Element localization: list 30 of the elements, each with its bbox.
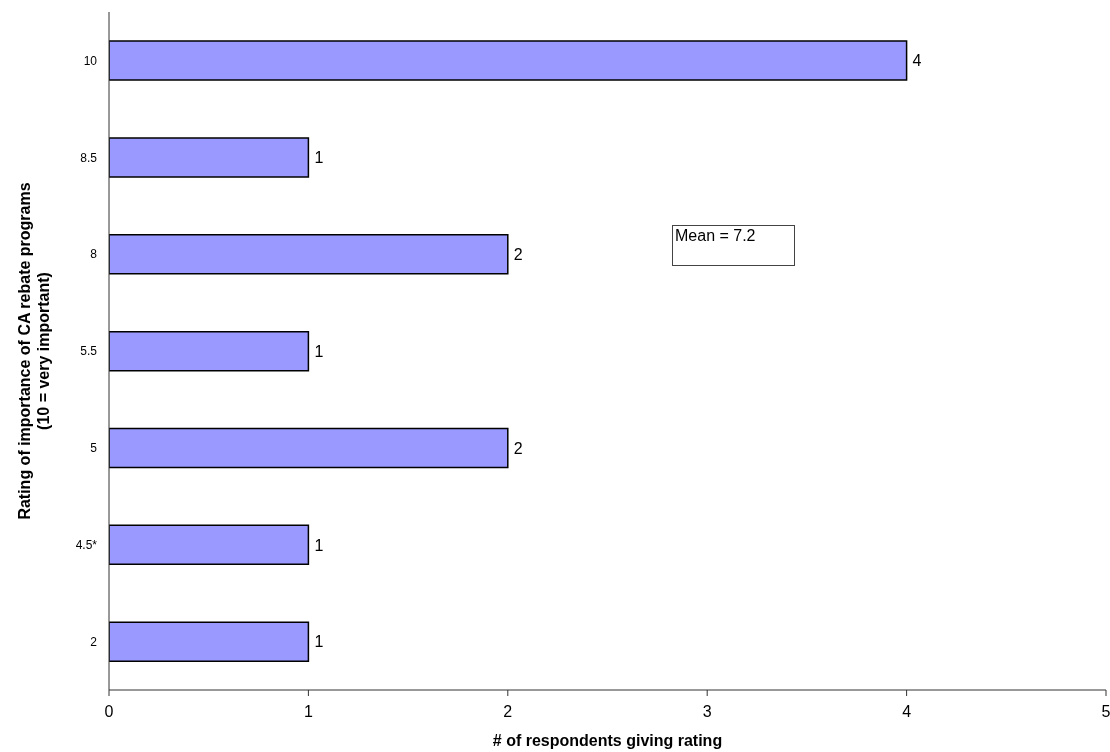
y-tick-label: 8 bbox=[90, 247, 98, 262]
bar bbox=[109, 427, 509, 469]
bar bbox=[109, 137, 310, 178]
bar bbox=[109, 330, 310, 372]
data-label: 1 bbox=[314, 633, 324, 651]
x-tick-label: 3 bbox=[702, 703, 712, 721]
data-label: 1 bbox=[314, 149, 324, 167]
x-tick-label: 4 bbox=[902, 703, 912, 721]
x-tick-label: 2 bbox=[503, 703, 513, 721]
y-tick-label: 5 bbox=[90, 441, 98, 456]
data-label: 1 bbox=[314, 342, 324, 360]
bar bbox=[109, 234, 509, 275]
y-tick-label: 8.5 bbox=[80, 150, 98, 165]
y-tick-label: 4.5* bbox=[75, 537, 98, 552]
y-tick-label: 10 bbox=[83, 53, 98, 68]
x-tick-label: 0 bbox=[104, 703, 114, 721]
x-tick-label: 1 bbox=[303, 703, 313, 721]
data-label: 2 bbox=[513, 245, 523, 263]
x-tick-label: 5 bbox=[1101, 703, 1110, 721]
y-axis-title: Rating of importance of CA rebate programs (10 = very important) bbox=[15, 182, 52, 520]
data-label: 4 bbox=[912, 52, 922, 70]
bar bbox=[109, 621, 310, 662]
y-tick-label: 5.5 bbox=[80, 344, 98, 359]
data-label: 2 bbox=[513, 439, 523, 457]
bar bbox=[109, 40, 908, 81]
annotation: Mean = 7.2 bbox=[672, 225, 795, 266]
data-label: 1 bbox=[314, 536, 324, 554]
y-tick-label: 2 bbox=[90, 634, 98, 649]
bar bbox=[109, 524, 310, 566]
x-axis-title: # of respondents giving rating bbox=[492, 731, 723, 749]
